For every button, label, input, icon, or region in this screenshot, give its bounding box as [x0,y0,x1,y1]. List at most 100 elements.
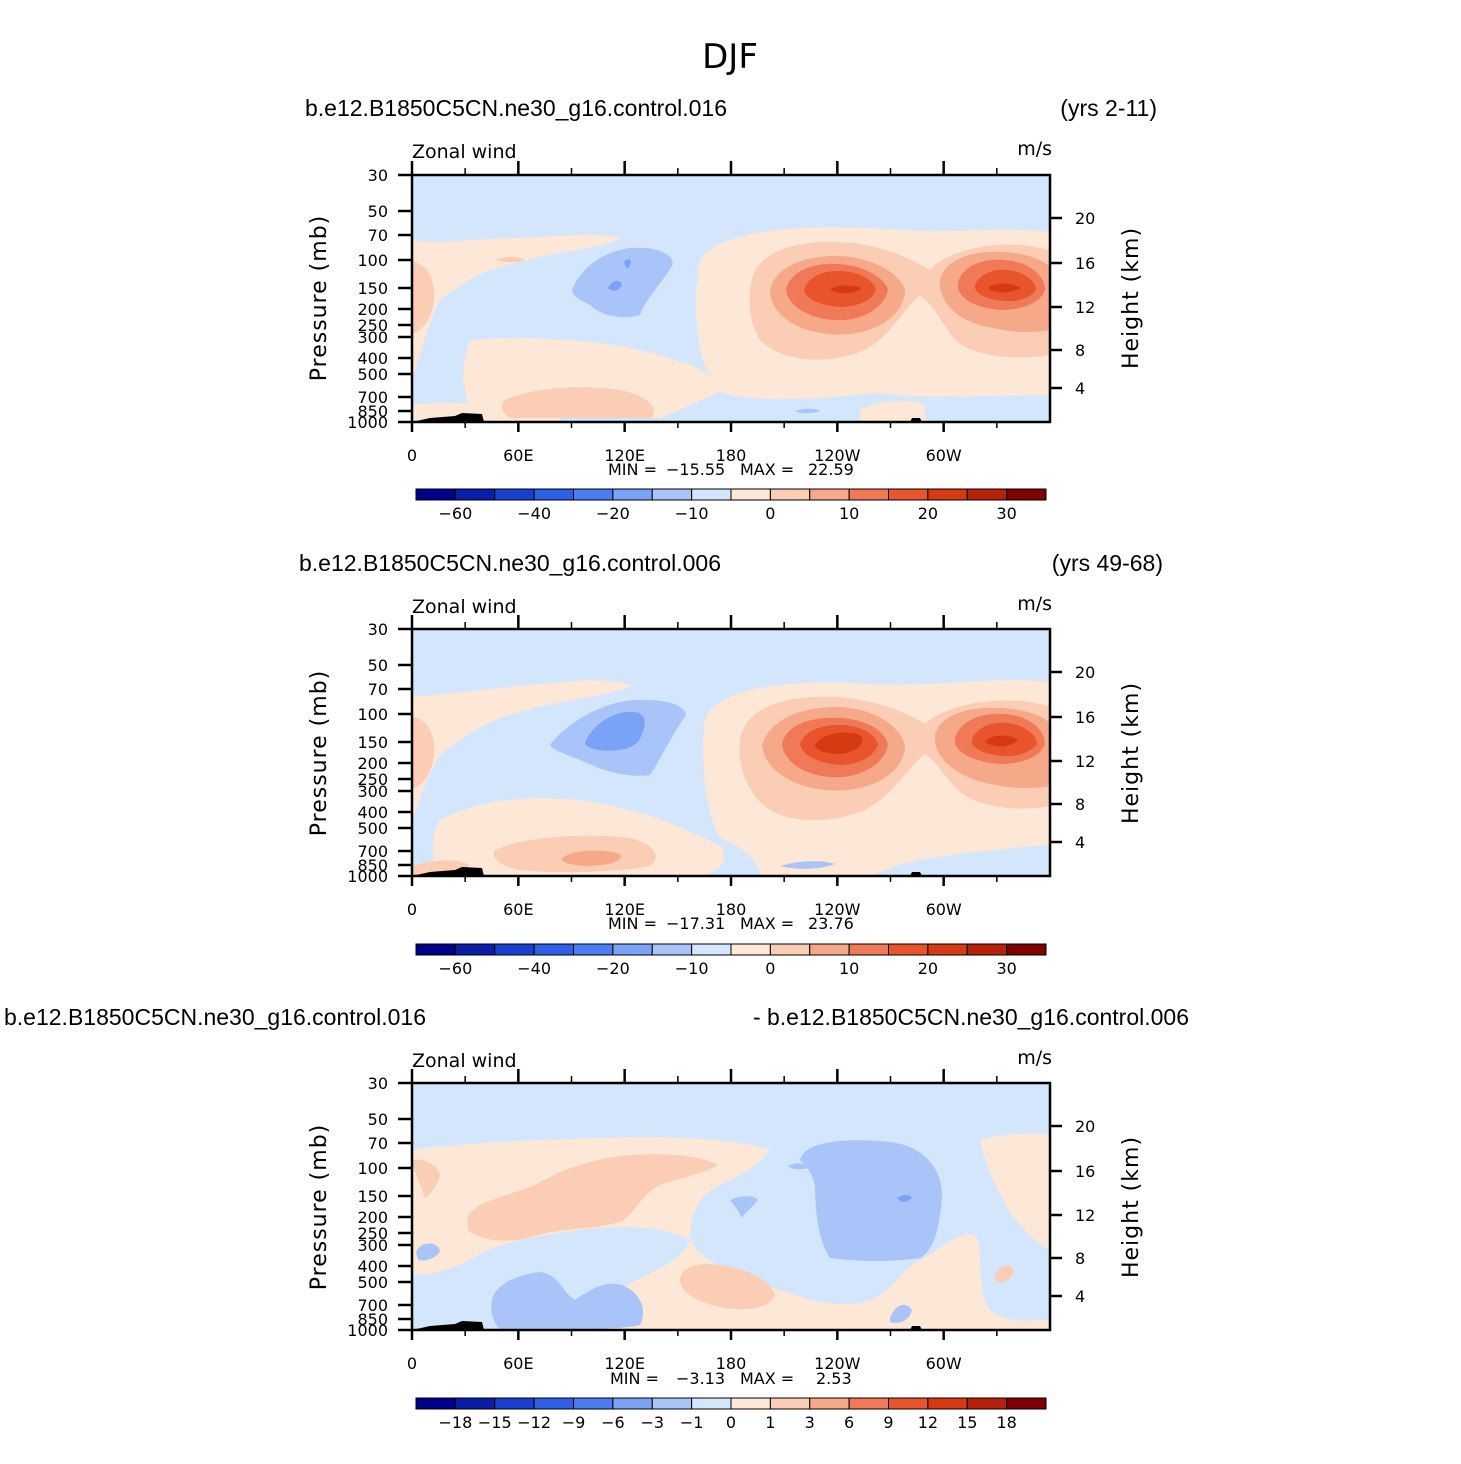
colorbar-swatch [888,943,929,956]
contour-pos-1-3 [995,1265,1014,1282]
y-right-tick-label: 16 [1075,254,1095,273]
max-label: MAX = [740,1369,794,1388]
y-tick-label: 500 [357,1273,388,1292]
colorbar-label: 30 [996,504,1016,523]
colorbar-swatch [809,943,850,956]
variable-label: Zonal wind [412,1050,517,1072]
colorbar-swatch [651,1397,693,1410]
x-tick-label: 120W [814,1354,861,1373]
x-tick-label: 120E [604,446,645,465]
contour-neg-10-15 [585,711,645,751]
x-tick-label: 0 [407,900,417,919]
x-tick-label: 120W [814,900,861,919]
y-axis-title-right: Height (km) [1119,682,1144,824]
colorbar-swatch [494,1397,535,1410]
colorbar-swatch [769,1397,811,1410]
colorbar-swatch [809,1397,850,1410]
y-tick-label: 400 [357,1257,388,1276]
y-tick-label: 250 [357,316,388,335]
colorbar-swatch [533,943,574,956]
y-tick-label: 100 [357,1159,388,1178]
y-tick-label: 100 [357,705,388,724]
y-right-tick-label: 20 [1075,663,1095,682]
y-right-tick-label: 20 [1075,1117,1095,1136]
contour-neg-5-10 [780,861,835,869]
colorbar: −60 −40 −20 −10 0 10 20 30 [415,488,1047,523]
panel-left-title: b.e12.B1850C5CN.ne30_g16.control.016 [305,95,727,121]
x-tick-label: 60E [503,900,533,919]
colorbar-label: −40 [517,504,551,523]
x-tick-label: 60E [503,446,533,465]
plot-area [410,173,1052,424]
contour-neg-5-10 [572,247,673,317]
colorbar-swatch [966,943,1008,956]
colorbar-swatch [927,488,968,501]
colorbar-swatch [612,943,653,956]
x-tick-label: 120E [604,900,645,919]
colorbar-swatch [966,488,1008,501]
colorbar-swatch [848,1397,889,1410]
colorbar-swatch [454,1397,496,1410]
contour-pos-0-1 [980,1133,1050,1250]
figure-title: DJF [702,37,758,77]
colorbar-label: 10 [839,504,859,523]
contour-neg-1-3 [416,1243,440,1261]
contour-pos-10-15 [561,850,621,866]
colorbar-swatch [769,943,811,956]
colorbar-label: 18 [996,1413,1016,1432]
colorbar-label: −6 [601,1413,625,1432]
y-tick-label: 70 [368,1134,388,1153]
colorbar: −60 −40 −20 −10 0 10 20 30 [415,943,1047,978]
y-tick-label: 400 [357,349,388,368]
x-tick-label: 120W [814,446,861,465]
y-right-tick-label: 4 [1075,1287,1085,1306]
colorbar-label: 1 [765,1413,775,1432]
y-tick-label: 100 [357,251,388,270]
colorbar-swatch [730,1397,771,1410]
contour-neg-1-3 [788,1163,808,1170]
colorbar-label: 20 [918,504,938,523]
y-axis-title: Pressure (mb) [307,1124,332,1291]
contour-neg-5-10 [795,408,820,414]
colorbar-swatch [966,1397,1008,1410]
contour-neg-10-15 [624,259,631,268]
max-value: 23.76 [808,914,854,933]
y-tick-label: 30 [368,166,388,185]
y-right-tick-label: 16 [1075,1162,1095,1181]
colorbar-swatch [730,943,771,956]
x-tick-label: 0 [407,1354,417,1373]
y-tick-label: 50 [368,656,388,675]
colorbar-label: 30 [996,959,1016,978]
y-tick-label: 150 [357,279,388,298]
y-right-tick-label: 4 [1075,833,1085,852]
y-tick-label: 700 [357,842,388,861]
contour-pos-25-30 [815,732,863,754]
panel-control-016: b.e12.B1850C5CN.ne30_g16.control.016 (yr… [305,95,1157,523]
x-tick-label: 60W [926,446,962,465]
contour-pos-0-5 [412,680,632,822]
y-right-tick-label: 12 [1075,298,1095,317]
y-tick-label: 700 [357,388,388,407]
colorbar-swatch [691,1397,732,1410]
y-tick-label: 1000 [347,413,388,432]
contour-pos-25-30 [830,285,862,294]
x-tick-label: 180 [716,900,747,919]
x-tick-label: 180 [716,446,747,465]
x-tick-label: 60W [926,1354,962,1373]
colorbar-label: −10 [675,504,709,523]
colorbar-label: −12 [517,1413,551,1432]
colorbar-label: −1 [680,1413,704,1432]
colorbar-swatch [533,488,574,501]
colorbar-label: 0 [726,1413,736,1432]
y-tick-label: 200 [357,754,388,773]
panel-right-title: (yrs 49-68) [1052,550,1163,576]
topography [412,867,484,876]
contour-pos-1-3 [680,1263,775,1310]
x-tick-label: 60W [926,900,962,919]
units-label: m/s [1017,1047,1052,1069]
colorbar-swatch [415,1397,456,1410]
topography [412,413,484,422]
y-tick-label: 300 [357,782,388,801]
colorbar-label: −20 [596,959,630,978]
